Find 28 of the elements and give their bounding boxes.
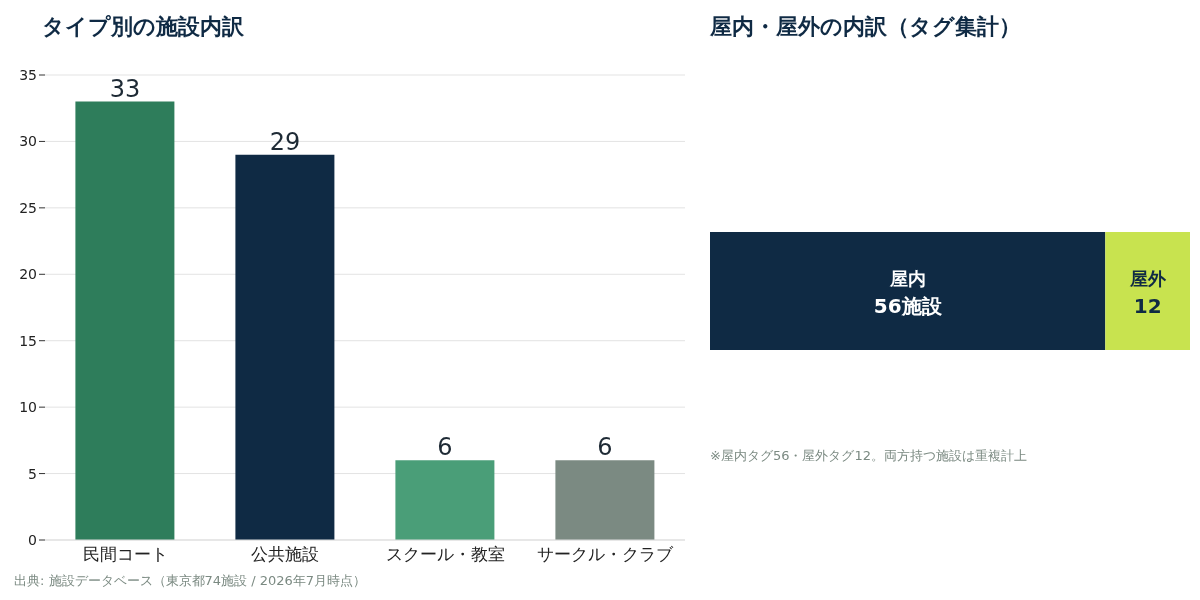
data-label: 29 [269,127,301,156]
x-tick-label: サークル・クラブ [537,544,674,565]
y-tick-label: 15 [19,332,37,349]
y-tick-label: 5 [28,465,37,482]
chart-title: 屋内・屋外の内訳（タグ集計） [710,13,1021,41]
bar [75,101,175,540]
data-label: 6 [437,433,453,462]
y-tick-label: 10 [19,399,37,416]
y-tick-label: 35 [19,66,37,83]
bar [395,460,495,540]
series-label: 屋内 [888,268,926,289]
data-label: 12 [1133,294,1162,318]
y-tick-label: 25 [19,199,37,216]
y-tick-label: 20 [19,266,37,283]
chart-title: タイプ別の施設内訳 [42,13,244,41]
bar [235,154,335,540]
x-tick-label: 民間コート [82,544,168,565]
bar [555,460,655,540]
data-label: 6 [597,433,613,462]
y-tick-label: 0 [28,531,37,548]
series-label: 屋外 [1128,268,1167,289]
x-tick-label: スクール・教室 [385,544,505,565]
text: ※屋内タグ56・屋外タグ12。両方持つ施設は重複計上 [710,447,1027,465]
x-tick-label: 公共施設 [251,544,319,565]
data-label: 56施設 [873,294,943,318]
y-tick-label: 30 [19,133,37,150]
data-label: 33 [109,74,141,103]
source-note: 出典: 施設データベース（東京都74施設 / 2026年7月時点） [14,572,367,590]
